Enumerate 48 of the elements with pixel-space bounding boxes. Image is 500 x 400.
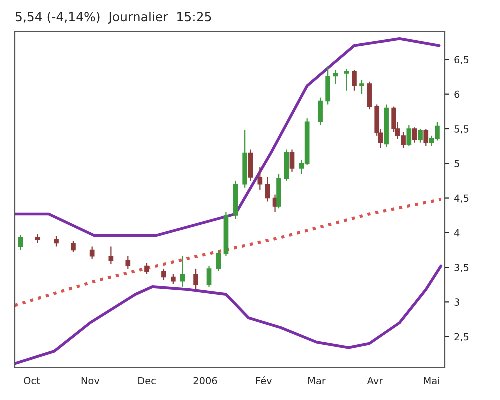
x-tick-label: Fév bbox=[256, 376, 272, 385]
y-tick-label: 6,5 bbox=[454, 56, 469, 65]
line-series bbox=[15, 38, 441, 238]
candlestick bbox=[406, 124, 412, 147]
x-tick-label: Nov bbox=[82, 377, 100, 385]
candlestick bbox=[360, 80, 364, 95]
candlestick bbox=[170, 274, 176, 285]
x-tick-label: Mai bbox=[424, 377, 440, 385]
candlestick bbox=[418, 128, 423, 144]
y-tick-label: 4 bbox=[454, 230, 460, 237]
y-tick-label: 2,5 bbox=[454, 333, 469, 342]
x-tick-label: Oct bbox=[24, 377, 40, 385]
chart-title: 5,54 (-4,14%) Journalier 15:25 bbox=[16, 12, 212, 24]
candlestick bbox=[352, 70, 357, 92]
y-tick-label: 6 bbox=[454, 90, 460, 98]
candlestick bbox=[35, 234, 40, 244]
candlestick bbox=[265, 176, 270, 202]
candlestick bbox=[194, 268, 198, 290]
y-tick-label: 3 bbox=[454, 298, 460, 306]
y-tick-label: 3,5 bbox=[454, 264, 469, 272]
candlestick bbox=[162, 268, 166, 281]
candlestick bbox=[144, 262, 150, 276]
candlestick bbox=[108, 246, 114, 265]
candlestick bbox=[367, 81, 372, 110]
candlestick bbox=[18, 234, 24, 251]
candlestick bbox=[258, 166, 263, 191]
candlestick bbox=[54, 236, 59, 248]
candlestick bbox=[126, 256, 131, 270]
candlestick bbox=[290, 149, 295, 172]
candlestick bbox=[412, 127, 418, 144]
candlestick bbox=[318, 97, 323, 126]
candlestick bbox=[180, 256, 186, 288]
candlestick bbox=[216, 250, 222, 272]
candlestick bbox=[424, 128, 429, 147]
candlestick bbox=[333, 70, 338, 85]
candlestick bbox=[206, 266, 212, 288]
x-tick-label: Dec bbox=[138, 377, 156, 385]
candlestick bbox=[90, 246, 95, 260]
y-tick-label: 4,5 bbox=[454, 194, 469, 204]
y-tick-label: 5,5 bbox=[454, 126, 469, 134]
x-tick-label: Mar bbox=[308, 377, 326, 385]
x-tick-label: 2006 bbox=[194, 377, 218, 385]
candlestick bbox=[71, 240, 76, 253]
line-series bbox=[15, 198, 443, 308]
candlestick bbox=[344, 68, 350, 92]
y-tick-label: 5 bbox=[454, 160, 460, 168]
x-tick-label: Avr bbox=[367, 377, 384, 384]
line-series bbox=[15, 264, 443, 366]
